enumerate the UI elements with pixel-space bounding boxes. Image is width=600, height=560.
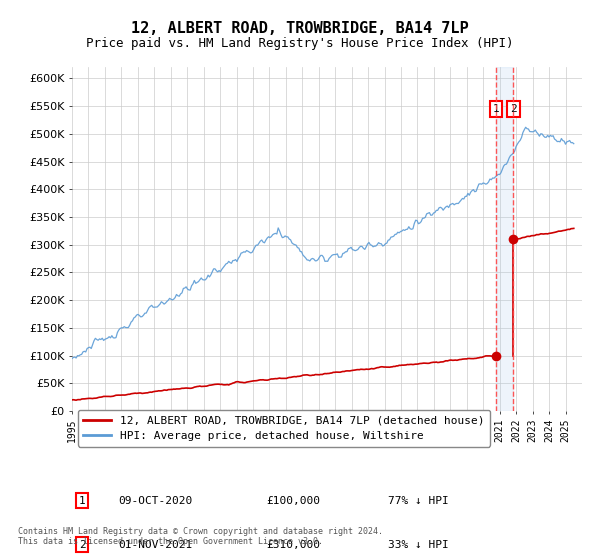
Text: 2: 2 [79,540,86,550]
Bar [496,67,514,411]
Text: 2: 2 [510,104,517,114]
Text: Price paid vs. HM Land Registry's House Price Index (HPI): Price paid vs. HM Land Registry's House … [86,38,514,50]
Text: 77% ↓ HPI: 77% ↓ HPI [388,496,449,506]
Legend: 12, ALBERT ROAD, TROWBRIDGE, BA14 7LP (detached house), HPI: Average price, deta: 12, ALBERT ROAD, TROWBRIDGE, BA14 7LP (d… [77,410,490,446]
Text: 33% ↓ HPI: 33% ↓ HPI [388,540,449,550]
Text: £100,000: £100,000 [266,496,320,506]
Text: 12, ALBERT ROAD, TROWBRIDGE, BA14 7LP: 12, ALBERT ROAD, TROWBRIDGE, BA14 7LP [131,21,469,36]
Text: 09-OCT-2020: 09-OCT-2020 [118,496,192,506]
Text: 01-NOV-2021: 01-NOV-2021 [118,540,192,550]
Text: 1: 1 [79,496,86,506]
Text: £310,000: £310,000 [266,540,320,550]
Text: 1: 1 [493,104,499,114]
Text: Contains HM Land Registry data © Crown copyright and database right 2024.
This d: Contains HM Land Registry data © Crown c… [18,526,383,546]
